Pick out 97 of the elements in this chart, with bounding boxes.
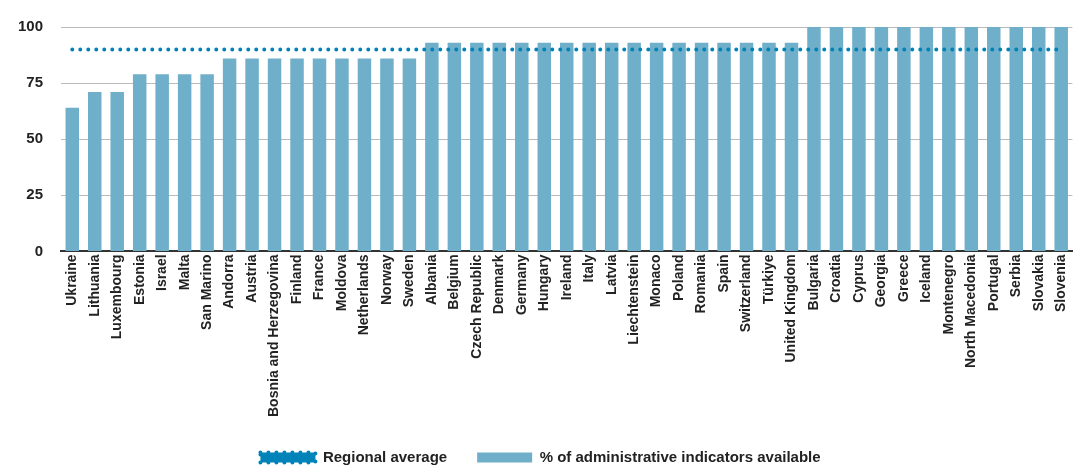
y-tick-label: 100 (18, 17, 44, 35)
x-tick-label: Spain (714, 254, 731, 293)
bar (829, 27, 844, 251)
legend-label: Regional average (322, 447, 448, 465)
x-tick-label: Cyprus (849, 254, 866, 303)
x-tick-label: Italy (580, 254, 597, 283)
x-tick-label: Croatia (827, 254, 844, 303)
x-tick-label: Romania (692, 254, 709, 314)
bar (492, 42, 507, 251)
bar (1031, 27, 1046, 251)
x-tick-label: Luxembourg (108, 254, 125, 340)
x-tick-label: Bulgaria (804, 254, 821, 311)
bar (110, 92, 124, 251)
bar (335, 58, 349, 251)
bar (132, 74, 147, 251)
x-tick-label: Portugal (984, 254, 1001, 312)
x-tick-label: Serbia (1007, 254, 1024, 298)
x-tick-label: Greece (894, 254, 911, 302)
bar (897, 27, 911, 251)
x-tick-label: Sweden (400, 254, 417, 308)
bar (627, 42, 641, 251)
bar (290, 58, 304, 251)
bar (425, 42, 439, 251)
x-tick-label: Montenegro (939, 254, 956, 335)
x-tick-label: Ukraine (63, 254, 80, 306)
bar (1009, 27, 1023, 251)
bar (694, 42, 709, 251)
bar (739, 42, 754, 251)
x-tick-label: Bosnia and Herzegovina (265, 254, 282, 417)
x-tick-label: France (310, 254, 327, 301)
x-tick-label: Finland (287, 254, 304, 305)
legend-label: % of administrative indicators available (539, 447, 821, 465)
x-tick-label: Israel (153, 254, 170, 291)
bar (1054, 27, 1068, 251)
bar (537, 42, 551, 251)
x-tick-label: United Kingdom (782, 254, 799, 363)
bar (200, 74, 214, 251)
x-tick-label: Andorra (220, 254, 237, 309)
x-tick-label: Slovenia (1052, 254, 1069, 312)
x-tick-label: Malta (175, 254, 192, 291)
bar (919, 27, 934, 251)
bar (155, 74, 169, 251)
x-tick-label: Slovakia (1029, 254, 1046, 312)
y-tick-label: 25 (26, 185, 44, 203)
bar (807, 27, 821, 251)
bar (470, 42, 484, 251)
bar (222, 58, 237, 251)
x-tick-label: Albania (422, 254, 439, 305)
bar (515, 42, 529, 251)
bar (649, 42, 664, 251)
x-tick-label: North Macedonia (962, 254, 979, 368)
bar (357, 58, 372, 251)
x-tick-label: Germany (512, 254, 529, 316)
bar (559, 42, 574, 251)
bar (717, 42, 731, 251)
bar (65, 107, 80, 251)
bar (88, 92, 102, 251)
x-tick-label: Austria (242, 254, 259, 303)
y-tick-label: 50 (26, 129, 44, 147)
y-tick-label: 0 (34, 241, 44, 259)
bar (942, 27, 956, 251)
x-tick-label: Norway (377, 254, 394, 305)
x-tick-label: Estonia (130, 254, 147, 305)
bar (604, 42, 619, 251)
bar (874, 27, 889, 251)
x-tick-label: Iceland (917, 254, 934, 303)
bar (245, 58, 259, 251)
x-tick-label: Moldova (332, 254, 349, 312)
bar (852, 27, 866, 251)
bar (784, 42, 799, 251)
bar (177, 74, 192, 251)
bar (402, 58, 417, 251)
x-tick-label: Denmark (490, 254, 507, 315)
bar (762, 42, 776, 251)
x-tick-label: Switzerland (737, 254, 754, 333)
x-tick-label: Netherlands (355, 254, 372, 336)
bar (672, 42, 686, 251)
x-tick-label: Latvia (602, 254, 619, 295)
y-tick-label: 75 (26, 73, 44, 91)
x-tick-label: Hungary (535, 254, 552, 312)
x-tick-label: Czech Republic (467, 254, 484, 359)
x-tick-label: Poland (669, 254, 686, 302)
x-tick-label: Türkiye (759, 254, 776, 305)
bar (987, 27, 1001, 251)
x-tick-label: Belgium (445, 254, 462, 310)
bar (964, 27, 979, 251)
bar (582, 42, 596, 251)
bar (380, 58, 394, 251)
bar (267, 58, 282, 251)
x-tick-label: Georgia (872, 254, 889, 308)
bar (447, 42, 462, 251)
x-tick-label: Monaco (647, 254, 664, 308)
x-tick-label: Ireland (557, 254, 574, 301)
x-tick-label: Liechtenstein (625, 254, 642, 345)
x-tick-label: Lithuania (85, 254, 102, 317)
x-tick-label: San Marino (197, 254, 214, 330)
bar (312, 58, 327, 251)
